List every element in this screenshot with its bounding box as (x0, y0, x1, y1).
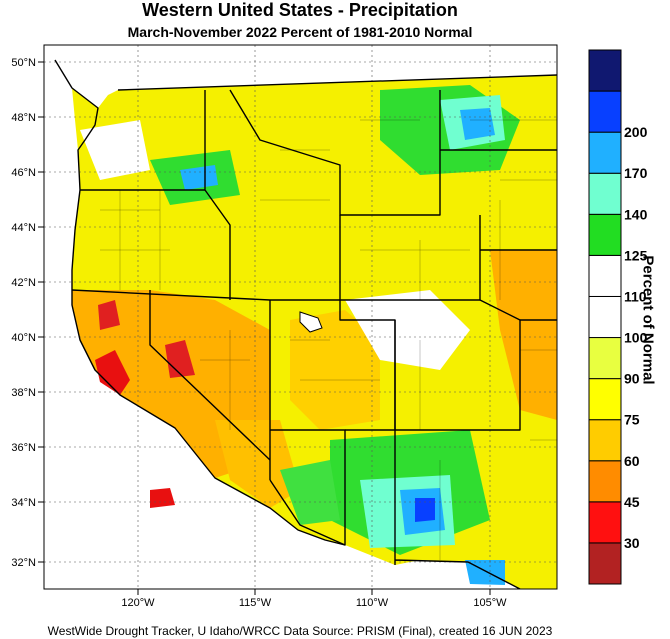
red-area-coast (95, 350, 130, 395)
colorbar-label: 125 (624, 247, 648, 263)
colorbar-label: 200 (624, 124, 648, 140)
map-title: Western United States - Precipitation (142, 0, 458, 20)
colorbar: 30 45 60 75 90 100 110 125 140 170 200 (588, 49, 648, 585)
or-ca-nv-border (71, 289, 271, 301)
ut-border (270, 299, 396, 431)
colorbar-bin (588, 295, 622, 339)
mt-border (229, 89, 441, 216)
colorbar-bin (588, 172, 622, 215)
orange-region-southwest (215, 420, 300, 508)
blue-area-montana (460, 108, 495, 140)
colorbar-bin (588, 49, 622, 92)
colorbar-label: 45 (624, 494, 640, 510)
county-lines (100, 119, 557, 560)
colorbar-bin (588, 501, 622, 544)
coastline (54, 59, 346, 546)
lon-label: 120°W (121, 597, 155, 609)
colorbar-bin (588, 213, 622, 256)
lat-label: 40°N (11, 332, 36, 344)
colorbar-label: 75 (624, 412, 640, 428)
colorbar-label: 140 (624, 206, 648, 222)
plains-border (440, 149, 557, 321)
colorbar-bin (588, 131, 622, 174)
colorbar-bin (588, 460, 622, 503)
map-subtitle: March-November 2022 Percent of 1981-2010… (127, 24, 473, 40)
lat-label: 48°N (11, 112, 36, 124)
colorbar-bin (588, 542, 622, 585)
colorbar-bin (588, 378, 622, 421)
footer-credit: WestWide Drought Tracker, U Idaho/WRCC D… (47, 624, 553, 638)
colorbar-label: 110 (624, 288, 647, 304)
colorbar-bin (588, 90, 622, 133)
colorbar-bin (588, 419, 622, 462)
latitude-axis: 50°N 48°N 46°N 44°N 42°N 40°N 38°N 36°N … (11, 57, 36, 569)
colorbar-label: 30 (624, 535, 640, 551)
nm-border (394, 430, 521, 589)
lat-label: 42°N (11, 277, 36, 289)
graticule (44, 45, 557, 589)
lat-label: 46°N (11, 167, 36, 179)
az-border (269, 429, 346, 546)
canada-border (117, 74, 557, 91)
lon-label: 105°W (473, 597, 507, 609)
blue-area-oregon (180, 165, 218, 190)
co-border (394, 299, 521, 431)
lon-tick-marks (137, 589, 491, 595)
lat-label: 32°N (11, 557, 36, 569)
colorbar-bin (588, 254, 622, 297)
great-salt-lake (299, 311, 323, 333)
wy-border (339, 215, 481, 301)
precipitation-map (44, 45, 557, 589)
normal-area-colorado (345, 290, 470, 370)
lat-label: 36°N (11, 442, 36, 454)
red-area-nevada (165, 340, 195, 378)
colorbar-label: 90 (624, 371, 640, 387)
lat-label: 50°N (11, 57, 36, 69)
lat-label: 34°N (11, 497, 36, 509)
green-area-arizona (280, 460, 340, 525)
colorbar-label: 170 (624, 165, 648, 181)
lon-label: 110°W (356, 597, 389, 609)
colorbar-title: Percent of Normal (639, 255, 657, 385)
state-boundaries (54, 59, 557, 589)
orange-region-plains (490, 250, 557, 420)
map-frame (43, 44, 558, 590)
lon-label: 115°W (239, 597, 272, 609)
id-border (204, 90, 231, 300)
red-area-norcal (98, 300, 120, 330)
normal-area-northwest (80, 120, 150, 180)
colorbar-label: 100 (624, 330, 648, 346)
lat-label: 38°N (11, 387, 36, 399)
red-area-socal (150, 488, 175, 508)
colorbar-label: 60 (624, 453, 640, 469)
lat-tick-marks (38, 61, 44, 563)
lat-label: 44°N (11, 222, 36, 234)
darkblue-area-newmexico (415, 498, 435, 522)
colorbar-bin (588, 337, 622, 380)
longitude-axis: 120°W 115°W 110°W 105°W (121, 597, 507, 609)
